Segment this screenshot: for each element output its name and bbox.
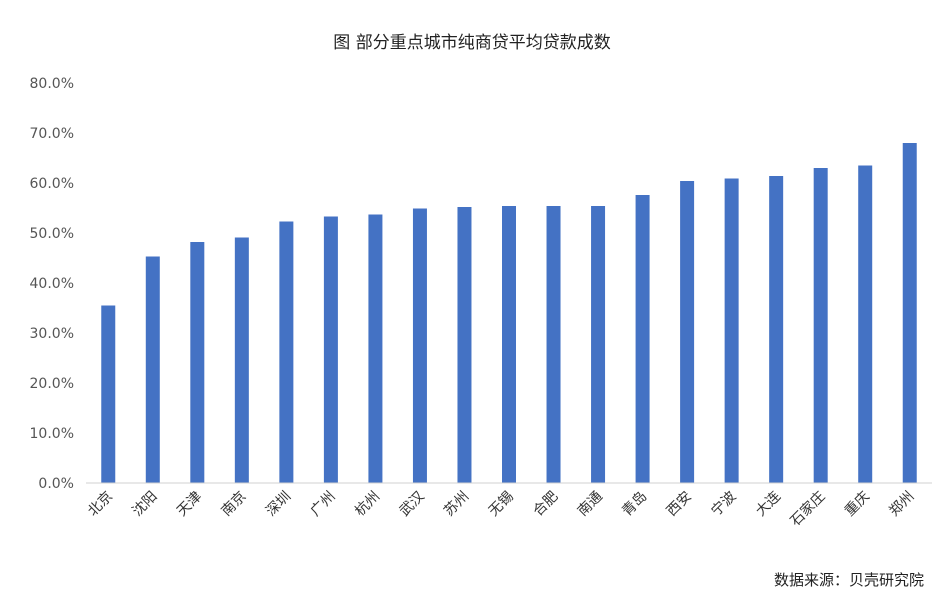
y-tick-label: 20.0%	[30, 376, 74, 392]
bar-7	[412, 208, 427, 483]
x-tick-label: 宁波	[708, 488, 740, 520]
x-tick-label: 南京	[219, 489, 250, 520]
y-axis: 0.0% 10.0% 20.0% 30.0% 40.0% 50.0% 60.0% 70.0% 8…	[30, 76, 74, 492]
bar-2	[190, 242, 205, 483]
y-tick-label: 10.0%	[30, 426, 74, 442]
bar-18	[902, 143, 917, 483]
bar-6	[368, 214, 383, 483]
x-tick-label: 天津	[174, 489, 205, 520]
source-note: 数据来源：贝壳研究院	[773, 571, 924, 589]
chart-title: 图 部分重点城市纯商贷平均贷款成数	[333, 33, 611, 53]
bar-17	[858, 165, 873, 483]
bar-14	[724, 178, 739, 483]
x-tick-label: 杭州	[352, 489, 383, 520]
bar-1	[145, 256, 160, 483]
bar-5	[323, 216, 338, 483]
x-tick-label: 合肥	[530, 489, 561, 520]
y-tick-label: 70.0%	[30, 126, 74, 142]
bar-11	[591, 206, 606, 483]
bar-0	[101, 305, 116, 483]
x-tick-label: 北京	[85, 489, 116, 520]
x-tick-label: 西安	[664, 489, 695, 520]
bar-10	[546, 206, 561, 483]
x-tick-label: 广州	[308, 489, 339, 520]
y-tick-label: 30.0%	[30, 326, 74, 342]
y-tick-label: 0.0%	[38, 476, 74, 492]
bar-12	[635, 195, 650, 483]
bar-15	[769, 176, 784, 483]
x-tick-label: 深圳	[263, 489, 294, 520]
x-tick-label: 青岛	[619, 489, 650, 520]
x-tick-label: 南通	[575, 489, 606, 520]
x-tick-label: 武汉	[397, 489, 428, 520]
y-tick-label: 40.0%	[30, 276, 74, 292]
y-tick-label: 80.0%	[30, 76, 74, 92]
x-tick-label: 无锡	[486, 489, 517, 520]
bar-16	[813, 168, 828, 483]
y-tick-label: 60.0%	[30, 176, 74, 192]
x-tick-label: 苏州	[441, 489, 472, 520]
bar-3	[234, 237, 249, 483]
x-tick-label: 石家庄	[787, 488, 829, 530]
x-tick-label: 沈阳	[130, 489, 161, 520]
x-tick-label: 重庆	[842, 489, 873, 520]
bar-9	[502, 206, 516, 483]
x-tick-label: 郑州	[886, 489, 917, 520]
bars	[101, 143, 917, 483]
x-axis: 北京 沈阳 天津 南京 深圳 广州 杭州 武汉 苏州 无锡 合肥 南通 青岛 西安 宁波 大连 石家庄 重庆 郑州	[85, 488, 918, 530]
bar-4	[279, 221, 294, 483]
bar-8	[457, 207, 472, 483]
x-tick-label: 大连	[753, 489, 784, 520]
bar-13	[680, 181, 695, 483]
y-tick-label: 50.0%	[30, 226, 74, 242]
